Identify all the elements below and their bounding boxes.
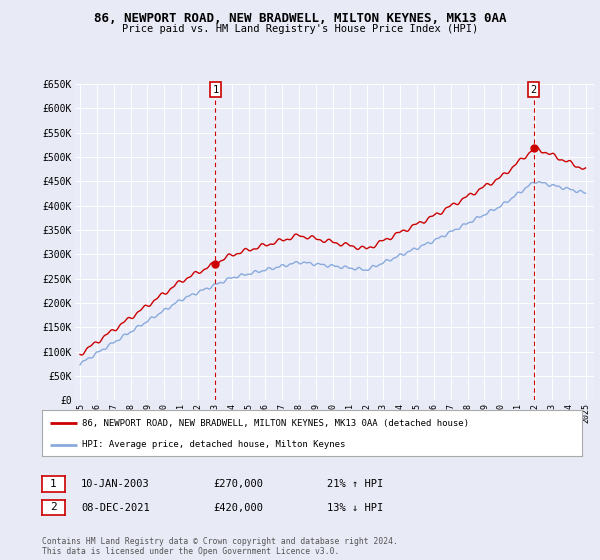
Text: 1: 1	[50, 479, 57, 489]
Text: £420,000: £420,000	[213, 503, 263, 513]
Text: 86, NEWPORT ROAD, NEW BRADWELL, MILTON KEYNES, MK13 0AA (detached house): 86, NEWPORT ROAD, NEW BRADWELL, MILTON K…	[83, 419, 470, 428]
Text: 13% ↓ HPI: 13% ↓ HPI	[327, 503, 383, 513]
Text: HPI: Average price, detached house, Milton Keynes: HPI: Average price, detached house, Milt…	[83, 440, 346, 450]
Text: Price paid vs. HM Land Registry's House Price Index (HPI): Price paid vs. HM Land Registry's House …	[122, 24, 478, 34]
Text: Contains HM Land Registry data © Crown copyright and database right 2024.: Contains HM Land Registry data © Crown c…	[42, 538, 398, 547]
Text: 86, NEWPORT ROAD, NEW BRADWELL, MILTON KEYNES, MK13 0AA: 86, NEWPORT ROAD, NEW BRADWELL, MILTON K…	[94, 12, 506, 25]
Text: 2: 2	[530, 85, 537, 95]
Text: 21% ↑ HPI: 21% ↑ HPI	[327, 479, 383, 489]
Text: 10-JAN-2003: 10-JAN-2003	[81, 479, 150, 489]
Text: £270,000: £270,000	[213, 479, 263, 489]
Text: 1: 1	[212, 85, 218, 95]
Text: This data is licensed under the Open Government Licence v3.0.: This data is licensed under the Open Gov…	[42, 548, 340, 557]
Text: 2: 2	[50, 502, 57, 512]
Text: 08-DEC-2021: 08-DEC-2021	[81, 503, 150, 513]
